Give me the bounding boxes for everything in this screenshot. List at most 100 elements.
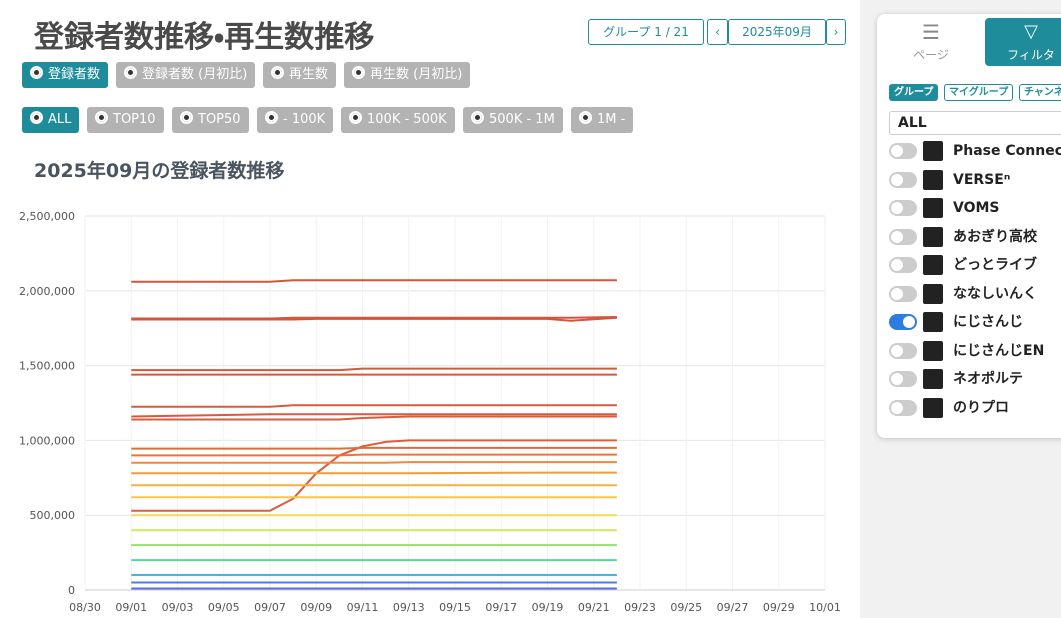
option-button[interactable]: 500K - 1M — [463, 107, 563, 133]
filter-tag[interactable]: チャンネ — [1019, 84, 1061, 101]
group-label: のりプロ — [953, 399, 1009, 416]
series-line — [131, 446, 617, 450]
tab-page[interactable]: ☰ ページ — [913, 20, 949, 62]
group-select[interactable]: ALL — [889, 111, 1061, 135]
toggle[interactable] — [889, 171, 917, 188]
x-tick-label: 09/29 — [763, 601, 795, 614]
option-button[interactable]: 登録者数 — [22, 62, 109, 88]
series-line — [131, 279, 617, 283]
group-icon — [923, 340, 943, 361]
toggle[interactable] — [889, 143, 917, 159]
series-line — [131, 367, 617, 372]
option-label: TOP50 — [198, 112, 241, 127]
toggle[interactable] — [889, 285, 917, 302]
x-tick-label: 09/15 — [439, 601, 471, 614]
series-line — [131, 413, 617, 418]
group-label: ななしいんく — [953, 285, 1037, 302]
option-button[interactable]: TOP50 — [172, 107, 249, 133]
toggle[interactable] — [889, 399, 917, 416]
option-label: 500K - 1M — [489, 112, 555, 127]
next-month[interactable]: › — [826, 19, 846, 45]
group-label: にじさんじ — [953, 314, 1023, 330]
month-select[interactable]: 2025年09月 — [728, 19, 826, 45]
chart: 2025年09月の登録者数推移 0 500,000 1,000,000 1,500,0… — [19, 159, 841, 614]
series-line — [131, 453, 617, 457]
x-tick-label: 09/01 — [115, 601, 147, 614]
radio-icon — [471, 111, 484, 124]
option-label: TOP10 — [113, 112, 156, 127]
x-tick-label: 09/23 — [624, 601, 656, 614]
chart-title: 2025年09月の登録者数推移 — [34, 159, 284, 182]
x-tick-label: 09/05 — [208, 601, 240, 614]
option-label: 登録者数 — [48, 67, 101, 82]
prev-month[interactable]: ‹ — [707, 19, 728, 45]
tab-filter[interactable]: ▽ フィルタ — [985, 18, 1061, 66]
series-line — [131, 415, 617, 421]
x-tick-label: 09/25 — [670, 601, 702, 614]
x-tick-label: 09/07 — [254, 601, 286, 614]
y-tick-label: 1,000,000 — [19, 434, 75, 447]
group-icon — [923, 169, 943, 190]
radio-icon — [180, 111, 193, 124]
y-tick-label: 1,500,000 — [19, 360, 75, 373]
tab-label: フィルタ — [1007, 48, 1055, 62]
group-label: にじさんじEN — [953, 342, 1045, 359]
x-tick-label: 09/11 — [347, 601, 379, 614]
option-button[interactable]: 再生数 (月初比) — [344, 62, 471, 88]
y-tick-label: 2,000,000 — [19, 285, 75, 298]
toggle[interactable] — [889, 342, 917, 359]
option-button[interactable]: 1M - — [571, 107, 634, 133]
group-icon — [923, 397, 943, 418]
radio-icon — [352, 66, 365, 79]
option-label: - 100K — [283, 112, 326, 127]
series-line — [131, 404, 617, 408]
group-label: VOMS — [953, 200, 1000, 216]
x-tick-label: 08/30 — [69, 601, 101, 614]
group-label: あおぎり高校 — [953, 228, 1037, 245]
toggle[interactable] — [889, 371, 917, 387]
radio-icon — [271, 66, 284, 79]
radio-icon — [579, 111, 592, 124]
filter-panel: ☰ ページ ▽ フィルタ ALL グループ マイグループ チャンネ Phase Conne… — [877, 14, 1061, 438]
group-label: どっとライブ — [953, 257, 1037, 273]
filter-tag[interactable]: グループ — [889, 84, 939, 101]
toggle[interactable] — [889, 200, 917, 216]
series-line — [131, 439, 617, 512]
option-button[interactable]: 登録者数 (月初比) — [116, 62, 256, 88]
filter-tag[interactable]: マイグループ — [944, 84, 1014, 101]
group-icon — [923, 255, 943, 275]
x-tick-label: 09/13 — [393, 601, 425, 614]
option-label: 登録者数 (月初比) — [142, 67, 248, 82]
toggle[interactable] — [889, 228, 917, 245]
toggle[interactable] — [889, 314, 917, 330]
option-button[interactable]: 100K - 500K — [341, 107, 455, 133]
toggle[interactable] — [889, 257, 917, 273]
group-icon — [923, 369, 943, 389]
series-line — [131, 316, 617, 322]
series-line — [131, 471, 617, 475]
option-button[interactable]: TOP10 — [87, 107, 164, 133]
group-nav[interactable]: グループ 1 / 21 — [588, 19, 704, 45]
y-tick-label: 2,500,000 — [19, 210, 75, 223]
x-tick-label: 09/19 — [532, 601, 564, 614]
x-tick-label: 09/27 — [717, 601, 749, 614]
radio-icon — [30, 66, 43, 79]
group-icon — [923, 283, 943, 304]
option-button[interactable]: - 100K — [257, 107, 334, 133]
y-tick-label: 0 — [68, 584, 75, 597]
option-label: 100K - 500K — [367, 112, 447, 127]
group-icon — [923, 226, 943, 247]
radio-icon — [349, 111, 362, 124]
group-icon — [923, 141, 943, 161]
group-label: VERSEⁿ — [953, 171, 1011, 188]
page-title: 登録者数推移・再生数推移 — [34, 20, 375, 55]
option-button[interactable]: 再生数 — [263, 62, 337, 88]
x-tick-label: 09/03 — [162, 601, 194, 614]
option-label: 再生数 (月初比) — [370, 67, 463, 82]
option-button[interactable]: ALL — [22, 107, 80, 133]
tab-label: ページ — [913, 48, 949, 62]
option-label: ALL — [48, 112, 72, 127]
group-icon — [923, 198, 943, 218]
radio-icon — [124, 66, 137, 79]
